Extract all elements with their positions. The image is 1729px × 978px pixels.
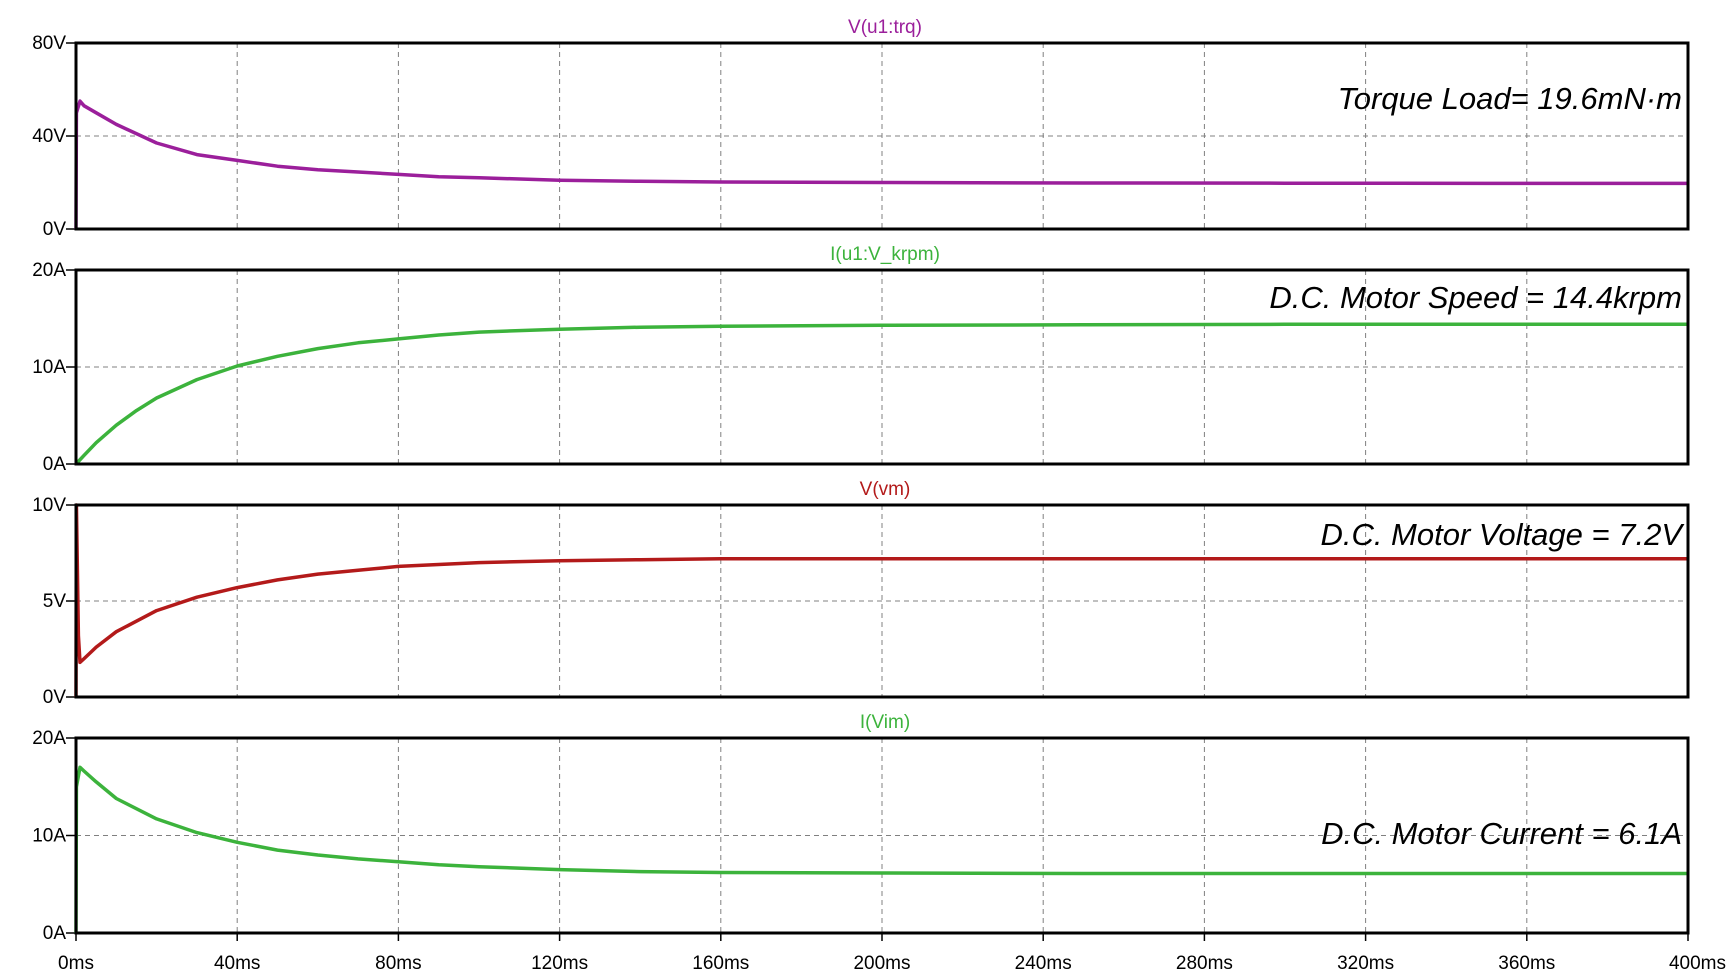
y-tick-label: 20A [32,728,66,749]
series-line [74,99,1688,230]
trace-title: V(vm) [860,479,911,500]
plot-frame [74,268,1690,466]
trace-title: I(u1:V_krpm) [830,244,940,265]
x-tick-label: 160ms [692,953,749,974]
series-line [74,765,1688,934]
x-tick-label: 120ms [531,953,588,974]
y-tick-label: 0V [43,687,67,708]
value-annotation: D.C. Motor Voltage = 7.2V [1320,517,1685,552]
x-tick-label: 200ms [853,953,910,974]
y-tick-label: 0A [43,454,67,475]
trace-title: I(Vim) [860,712,910,733]
x-tick-label: 40ms [214,953,260,974]
y-tick-label: 40V [32,126,66,147]
value-annotation: D.C. Motor Speed = 14.4krpm [1269,280,1682,315]
x-tick-label: 0ms [58,953,94,974]
plot-frame [74,503,1690,699]
y-tick-label: 10A [32,357,66,378]
y-tick-label: 20A [32,260,66,281]
x-tick-label: 320ms [1337,953,1394,974]
y-tick-label: 10A [32,826,66,847]
trace-title: V(u1:trq) [848,17,922,38]
series-line [74,322,1688,466]
y-tick-label: 0A [43,923,67,944]
y-tick-label: 0V [43,219,67,240]
value-annotation: Torque Load= 19.6mN·m [1338,81,1682,116]
y-tick-label: 80V [32,33,66,54]
y-tick-label: 5V [43,591,67,612]
plot-frame [74,41,1690,231]
value-annotation: D.C. Motor Current = 6.1A [1321,816,1682,851]
x-tick-label: 80ms [375,953,421,974]
x-tick-label: 360ms [1498,953,1555,974]
x-tick-label: 240ms [1015,953,1072,974]
y-tick-label: 10V [32,495,66,516]
x-tick-label: 400ms [1669,953,1726,974]
series-line [74,503,1688,698]
x-tick-label: 280ms [1176,953,1233,974]
